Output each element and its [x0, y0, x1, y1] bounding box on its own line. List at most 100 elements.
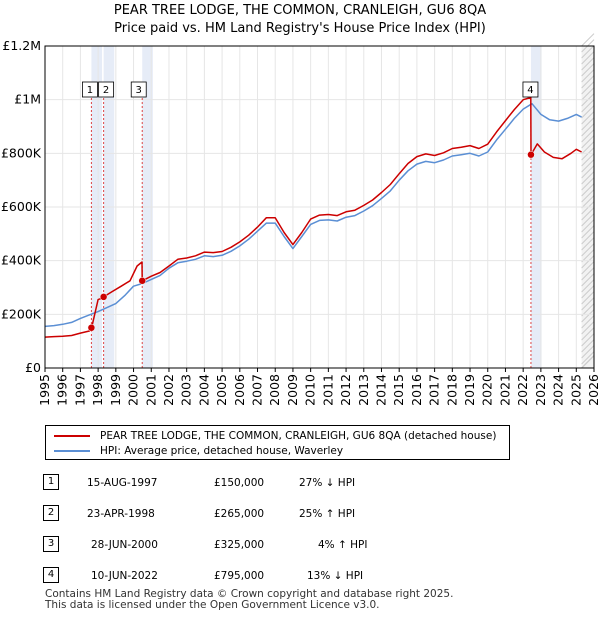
forecast-hatch — [581, 45, 595, 59]
forecast-hatch — [581, 33, 595, 47]
legend-swatch-property — [54, 435, 90, 437]
forecast-hatch — [581, 111, 595, 125]
sale-hpi-delta: 13% ↓ HPI — [307, 570, 364, 582]
x-tick-label: 1997 — [72, 374, 87, 406]
sale-marker-box — [522, 81, 539, 98]
sale-marker-label: 1 — [87, 85, 93, 96]
sale-point — [138, 277, 146, 285]
sale-number-badge: 2 — [43, 505, 59, 521]
forecast-hatch — [581, 51, 595, 65]
x-tick-label: 2012 — [338, 374, 353, 406]
plot-frame — [44, 45, 595, 369]
hpi-line — [44, 102, 582, 328]
forecast-hatch — [581, 261, 595, 275]
sale-row: 2 23-APR-1998 £265,000 25% ↑ HPI — [0, 505, 600, 523]
forecast-hatch — [581, 345, 595, 359]
x-tick-label: 2007 — [250, 374, 265, 406]
sale-date: 23-APR-1998 — [87, 508, 155, 520]
forecast-hatch — [581, 123, 595, 137]
chart-title: PEAR TREE LODGE, THE COMMON, CRANLEIGH, … — [113, 3, 487, 18]
y-tick-label: £400K — [1, 253, 42, 268]
forecast-hatch — [581, 355, 595, 369]
forecast-hatch — [581, 351, 595, 365]
x-tick-label: 2020 — [480, 374, 495, 406]
x-tick-label: 2015 — [391, 374, 406, 406]
x-tick-label: 2018 — [444, 374, 459, 406]
sale-row: 4 10-JUN-2022 £795,000 13% ↓ HPI — [0, 567, 600, 585]
x-tick-label: 1995 — [37, 374, 52, 406]
forecast-hatch — [581, 327, 595, 341]
forecast-hatch — [581, 165, 595, 179]
sale-price: £795,000 — [214, 570, 265, 582]
forecast-hatch — [581, 231, 595, 245]
forecast-hatch — [581, 273, 595, 287]
sale-point — [527, 150, 535, 159]
legend-item-hpi: HPI: Average price, detached house, Wave… — [54, 444, 343, 458]
x-tick-label: 2013 — [356, 374, 371, 406]
sale-row: 3 28-JUN-2000 £325,000 4% ↑ HPI — [0, 536, 600, 554]
forecast-hatch — [581, 201, 595, 215]
x-tick-label: 2017 — [427, 374, 442, 406]
sale-marker-box — [81, 81, 98, 98]
forecast-hatch — [581, 75, 595, 89]
x-tick-label: 2021 — [497, 374, 512, 406]
sale-hpi-delta: 27% ↓ HPI — [299, 477, 356, 489]
forecast-hatch — [581, 279, 595, 293]
footer-copyright: Contains HM Land Registry data © Crown c… — [45, 588, 454, 600]
forecast-hatch — [581, 99, 595, 113]
forecast-hatch — [581, 225, 595, 239]
forecast-hatch — [581, 141, 595, 155]
x-tick-label: 2014 — [373, 374, 388, 406]
forecast-hatch — [581, 195, 595, 209]
forecast-hatch — [581, 135, 595, 149]
sale-number-badge: 1 — [43, 474, 59, 490]
legend-label-hpi: HPI: Average price, detached house, Wave… — [100, 445, 344, 457]
y-tick-label: £200K — [1, 306, 42, 321]
forecast-hatch — [581, 81, 595, 95]
x-tick-label: 2005 — [214, 374, 229, 406]
y-tick-label: £1.2M — [2, 38, 41, 53]
forecast-hatch — [581, 267, 595, 281]
footer-licence: This data is licensed under the Open Gov… — [45, 599, 380, 611]
forecast-hatch — [581, 285, 595, 299]
forecast-hatch — [581, 105, 595, 119]
x-tick-label: 2010 — [303, 374, 318, 406]
property-price-line — [44, 96, 582, 338]
forecast-hatch — [581, 243, 595, 257]
legend: PEAR TREE LODGE, THE COMMON, CRANLEIGH, … — [45, 425, 510, 460]
sale-marker-label: 3 — [136, 85, 142, 96]
y-tick-label: £1M — [14, 92, 41, 107]
forecast-hatch — [581, 57, 595, 71]
forecast-hatch — [581, 237, 595, 251]
sale-marker-box — [98, 81, 115, 98]
x-tick-label: 2008 — [267, 374, 282, 406]
forecast-hatch — [581, 183, 595, 197]
y-tick-label: £0 — [25, 360, 41, 375]
forecast-hatch — [581, 309, 595, 323]
forecast-hatch — [581, 255, 595, 269]
forecast-hatch — [581, 87, 595, 101]
x-tick-label: 2023 — [533, 374, 548, 406]
sale-number-badge: 4 — [43, 567, 59, 583]
x-tick-label: 1998 — [90, 374, 105, 406]
legend-item-property: PEAR TREE LODGE, THE COMMON, CRANLEIGH, … — [54, 429, 496, 443]
forecast-hatch — [581, 249, 595, 263]
forecast-hatch — [581, 297, 595, 311]
sale-marker-label: 4 — [527, 85, 533, 96]
x-tick-label: 2022 — [515, 374, 530, 406]
sale-price: £325,000 — [214, 539, 265, 551]
x-tick-label: 2004 — [196, 374, 211, 406]
forecast-hatch — [581, 321, 595, 335]
sale-marker-box — [130, 81, 147, 98]
forecast-hatch — [581, 159, 595, 173]
x-tick-label: 1996 — [55, 374, 70, 406]
forecast-hatch — [581, 63, 595, 77]
sale-price: £265,000 — [214, 508, 265, 520]
forecast-hatch — [581, 219, 595, 233]
sale-price: £150,000 — [214, 477, 265, 489]
x-tick-label: 2003 — [179, 374, 194, 406]
forecast-hatch — [581, 129, 595, 143]
forecast-hatch — [581, 207, 595, 221]
sale-date: 15-AUG-1997 — [87, 477, 158, 489]
